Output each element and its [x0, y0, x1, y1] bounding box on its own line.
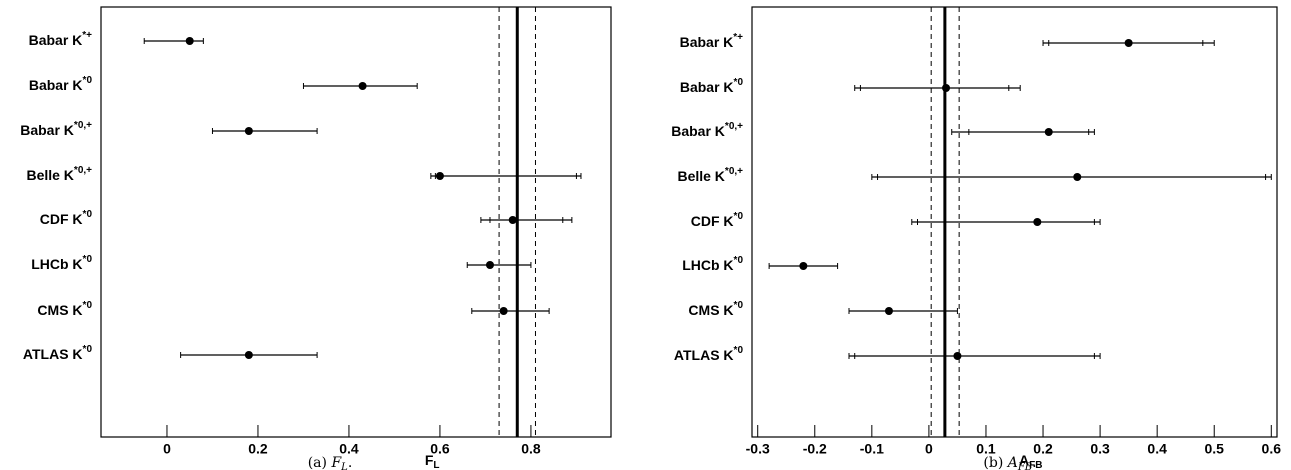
data-point [799, 262, 808, 270]
category-superscript: *0 [83, 254, 93, 265]
category-name: Babar K [29, 32, 83, 48]
category-superscript: *0 [734, 211, 744, 222]
category-superscript: *0,+ [725, 121, 743, 132]
caption-suffix: . [348, 455, 352, 470]
category-superscript: *0 [83, 300, 93, 311]
category-name: Babar K [680, 79, 734, 95]
x-tick-label: 0.2 [248, 441, 268, 457]
x-axis-label: FL [425, 452, 440, 470]
category-superscript: *0,+ [725, 166, 743, 177]
category-name: CMS K [688, 302, 733, 318]
data-point [1124, 39, 1133, 47]
caption-prefix: (a) [308, 455, 332, 470]
category-name: LHCb K [31, 256, 82, 272]
x-axis-label: AFB [1019, 452, 1042, 470]
data-point [435, 172, 444, 180]
category-label: Babar K*+ [29, 30, 93, 48]
category-superscript: *0 [734, 300, 744, 311]
caption-prefix: (b) [983, 455, 1007, 470]
data-point [244, 351, 253, 359]
caption-sub: L [340, 462, 348, 470]
plot-frame [100, 6, 612, 438]
x-tick-label: 0.8 [521, 441, 541, 457]
caption: (b) AFB. [983, 455, 1036, 470]
data-point [185, 37, 194, 45]
x-tick-label: 0 [925, 441, 933, 457]
category-label: Babar K*0,+ [20, 120, 92, 138]
x-tick-label: 0.4 [339, 441, 359, 457]
category-label: Belle K*0,+ [26, 165, 92, 183]
category-name: Babar K [680, 34, 734, 50]
category-name: LHCb K [682, 257, 733, 273]
plot-frame [751, 6, 1278, 438]
category-label: CMS K*0 [688, 300, 743, 318]
data-point [1073, 173, 1082, 181]
category-label: Babar K*0,+ [671, 121, 743, 139]
category-superscript: *0,+ [74, 165, 92, 176]
category-label: CMS K*0 [37, 300, 92, 318]
data-point [884, 307, 893, 315]
category-name: ATLAS K [674, 347, 734, 363]
category-name: Babar K [29, 77, 83, 93]
x-tick-label: 0 [163, 441, 171, 457]
x-tick-label: 0.6 [1262, 441, 1282, 457]
data-point [508, 216, 517, 224]
data-point [244, 127, 253, 135]
data-point [953, 352, 962, 360]
x-axis-label-sub: L [433, 460, 439, 470]
x-tick-label: 0.5 [1204, 441, 1224, 457]
category-label: LHCb K*0 [31, 254, 92, 272]
caption-main: F [330, 455, 342, 470]
data-point [499, 307, 508, 315]
x-tick-label: -0.1 [860, 441, 884, 457]
x-tick-label: 0.4 [1147, 441, 1167, 457]
category-label: Belle K*0,+ [677, 166, 743, 184]
category-name: CDF K [691, 213, 734, 229]
category-label: Babar K*0 [680, 77, 744, 95]
x-tick-label: -0.2 [803, 441, 827, 457]
data-point [1033, 218, 1042, 226]
category-name: Belle K [677, 168, 724, 184]
category-superscript: *0 [734, 77, 744, 88]
x-axis-label-main: A [1019, 452, 1029, 468]
x-tick-label: 0.6 [430, 441, 450, 457]
x-axis-label-sub: FB [1029, 460, 1042, 470]
category-label: Babar K*+ [680, 32, 744, 50]
data-point [942, 84, 951, 92]
category-superscript: *0 [83, 344, 93, 355]
category-superscript: *0 [83, 209, 93, 220]
category-label: Babar K*0 [29, 75, 93, 93]
category-label: CDF K*0 [40, 209, 93, 227]
data-point [358, 82, 367, 90]
category-label: ATLAS K*0 [674, 345, 744, 363]
category-name: CDF K [40, 211, 83, 227]
data-point [1044, 128, 1053, 136]
category-name: Babar K [20, 122, 74, 138]
x-tick-label: 0.2 [1033, 441, 1053, 457]
category-name: CMS K [37, 302, 82, 318]
x-axis-label-main: F [425, 452, 434, 468]
x-tick-label: 0.3 [1090, 441, 1110, 457]
x-tick-label: -0.3 [746, 441, 770, 457]
caption-sub: FB [1017, 462, 1032, 470]
category-label: LHCb K*0 [682, 255, 743, 273]
category-label: ATLAS K*0 [23, 344, 93, 362]
category-superscript: *0 [734, 345, 744, 356]
x-tick-label: 0.1 [976, 441, 996, 457]
category-name: Belle K [26, 167, 73, 183]
category-name: Babar K [671, 123, 725, 139]
category-superscript: *0 [83, 75, 93, 86]
category-superscript: *0,+ [74, 120, 92, 131]
caption: (a) FL. [308, 455, 353, 470]
category-name: ATLAS K [23, 346, 83, 362]
category-superscript: *+ [733, 32, 743, 43]
caption-main: A [1006, 455, 1018, 470]
category-superscript: *+ [82, 30, 92, 41]
category-superscript: *0 [734, 255, 744, 266]
category-label: CDF K*0 [691, 211, 744, 229]
data-point [485, 261, 494, 269]
caption-suffix: . [1032, 455, 1036, 470]
